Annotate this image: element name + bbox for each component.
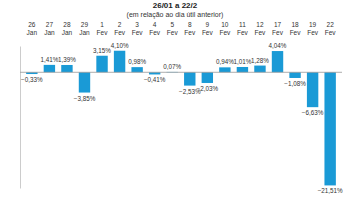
x-tick-label: 12Fev	[255, 21, 267, 36]
x-tick-label-line: Fev	[255, 29, 267, 36]
bar	[237, 67, 248, 72]
x-tick-label: 17Fev	[272, 21, 284, 36]
x-tick-label-line: Fev	[290, 29, 302, 36]
bar	[289, 72, 300, 78]
bar	[254, 66, 265, 73]
x-tick-label: 5Fev	[167, 21, 179, 36]
bar	[44, 65, 55, 72]
x-tick-label-line: Fev	[149, 29, 161, 36]
x-tick-label-line: 2	[118, 21, 122, 28]
bar	[114, 51, 125, 73]
x-tick-label-line: Fev	[237, 29, 249, 36]
data-label: −21,51%	[318, 187, 343, 194]
bar	[272, 51, 283, 72]
x-tick-label-line: 11	[239, 21, 246, 28]
x-tick-label-line: 18	[291, 21, 299, 28]
x-axis: 26Jan27Jan28Jan29Jan1Fev2Fev3Fev4Fev5Fev…	[27, 21, 337, 36]
bar	[61, 65, 72, 72]
x-tick-label: 9Fev	[202, 21, 214, 36]
bar	[202, 72, 213, 83]
x-tick-label-line: 4	[153, 21, 157, 28]
subtitle: (em relação ao dia útil anterior)	[127, 11, 224, 19]
x-tick-label: 4Fev	[149, 21, 161, 36]
data-label: 1,39%	[58, 56, 76, 63]
data-label: 0,94%	[216, 58, 234, 65]
x-tick-label: 11Fev	[237, 21, 249, 36]
bar	[96, 56, 107, 73]
x-tick-label: 2Fev	[114, 21, 126, 36]
data-label: −3,85%	[74, 95, 96, 102]
chart-container: 26/01 a 22/2(em relação ao dia útil ante…	[0, 0, 350, 204]
x-tick-label: 26Jan	[27, 21, 38, 36]
bar	[184, 72, 195, 85]
data-label: −6,63%	[302, 109, 324, 116]
bar	[131, 67, 142, 72]
data-label: −1,08%	[284, 80, 306, 87]
x-tick-label-line: 22	[327, 21, 335, 28]
x-tick-label: 18Fev	[290, 21, 302, 36]
data-label: 4,04%	[269, 42, 287, 49]
bar	[324, 72, 335, 185]
x-tick-label-line: Fev	[167, 29, 179, 36]
x-tick-label-line: Fev	[272, 29, 284, 36]
bar	[79, 72, 90, 92]
x-tick-label: 3Fev	[132, 21, 144, 36]
x-tick-label-line: 12	[256, 21, 264, 28]
x-tick-label-line: Jan	[44, 29, 55, 36]
x-tick-label: 22Fev	[325, 21, 337, 36]
x-tick-label-line: 8	[188, 21, 192, 28]
x-tick-label-line: Jan	[79, 29, 90, 36]
bars	[26, 51, 336, 186]
x-tick-label-line: Jan	[27, 29, 38, 36]
x-tick-label: 10Fev	[219, 21, 231, 36]
x-tick-label-line: 27	[46, 21, 54, 28]
y-axis-line	[20, 47, 21, 189]
x-tick-label-line: 19	[309, 21, 317, 28]
data-label: 0,98%	[128, 58, 146, 65]
x-tick-label-line: 17	[274, 21, 282, 28]
bar	[219, 67, 230, 72]
data-label: −0,33%	[21, 76, 43, 83]
x-tick-label-line: Fev	[219, 29, 231, 36]
data-label: 1,01%	[233, 58, 251, 65]
x-tick-label-line: Jan	[62, 29, 73, 36]
x-tick-label-line: 3	[135, 21, 139, 28]
data-label: 1,28%	[251, 57, 269, 64]
x-tick-label-line: Fev	[307, 29, 319, 36]
data-label: −0,41%	[144, 76, 166, 83]
data-label: 1,41%	[40, 56, 58, 63]
x-tick-label-line: 5	[170, 21, 174, 28]
x-tick-label: 29Jan	[79, 21, 90, 36]
x-tick-label: 8Fev	[184, 21, 196, 36]
title: 26/01 a 22/2	[153, 1, 198, 10]
x-tick-label-line: 9	[206, 21, 210, 28]
y-axis	[20, 47, 21, 189]
x-tick-label-line: Fev	[184, 29, 196, 36]
data-label: 4,10%	[111, 42, 129, 49]
x-tick-label: 28Jan	[62, 21, 73, 36]
data-label: −2,03%	[197, 85, 219, 92]
x-tick-label: 1Fev	[97, 21, 109, 36]
x-tick-label-line: 29	[81, 21, 89, 28]
data-label: 0,07%	[163, 63, 181, 70]
x-tick-label-line: 1	[100, 21, 104, 28]
x-tick-label-line: Fev	[114, 29, 126, 36]
zero-line	[20, 72, 342, 73]
x-tick-label-line: 10	[221, 21, 229, 28]
bar	[307, 72, 318, 107]
chart-svg: 26/01 a 22/2(em relação ao dia útil ante…	[0, 0, 350, 204]
x-tick-label-line: Fev	[325, 29, 337, 36]
x-tick-label-line: Fev	[202, 29, 214, 36]
data-label: 3,15%	[93, 47, 111, 54]
x-tick-label: 27Jan	[44, 21, 55, 36]
x-tick-label: 19Fev	[307, 21, 319, 36]
x-tick-label-line: 26	[28, 21, 36, 28]
x-tick-label-line: Fev	[132, 29, 144, 36]
data-labels: −0,33% 1,41%1,39% −3,85% 3,15%4,10% 0,98% −0,…	[21, 42, 343, 195]
x-tick-label-line: 28	[63, 21, 71, 28]
x-tick-label-line: Fev	[97, 29, 109, 36]
